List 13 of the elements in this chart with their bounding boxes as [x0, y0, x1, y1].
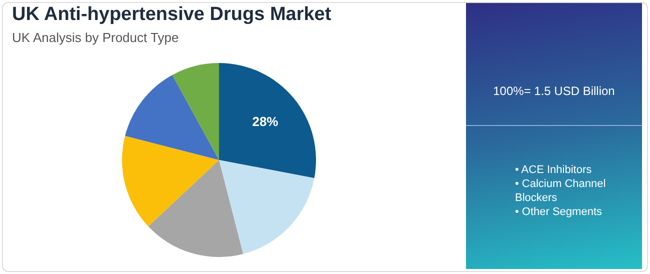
chart-subtitle: UK Analysis by Product Type — [12, 30, 179, 45]
pie-slice — [148, 160, 244, 257]
text: • Other Segments — [515, 205, 604, 219]
text: 100%= 1.5 USD Billion — [492, 84, 616, 98]
text: • ACE Inhibitors — [515, 163, 593, 177]
chart-title: UK Anti-hypertensive Drugs Market — [12, 4, 332, 26]
text: • Calcium Channel Blockers — [515, 177, 607, 205]
pie-slice — [122, 136, 219, 226]
pie-slice — [219, 63, 316, 178]
pie-slice — [219, 160, 314, 254]
data-label: 28% — [252, 114, 279, 129]
pie-slice — [125, 75, 219, 160]
pie-slice — [172, 63, 219, 160]
